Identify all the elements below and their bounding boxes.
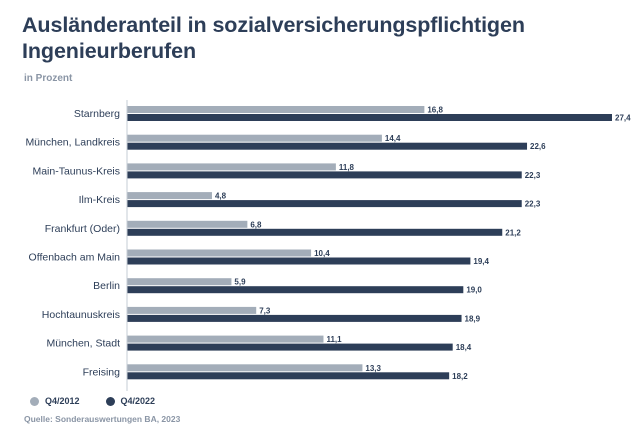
legend-item-q2022: Q4/2022	[105, 396, 156, 406]
value-label-q2012-starnberg: 16,8	[427, 106, 443, 115]
bar-q2022-ilm-kreis	[127, 200, 522, 208]
bar-q2012-main-taunus-kreis	[127, 163, 336, 171]
category-label-offenbach-am-main: Offenbach am Main	[29, 252, 121, 264]
value-label-q2012-berlin: 5,9	[234, 278, 246, 287]
category-label-berlin: Berlin	[93, 280, 120, 292]
legend-label-q2012: Q4/2012	[45, 396, 80, 406]
value-label-q2022-hochtaunuskreis: 18,9	[465, 314, 481, 323]
bar-q2012-hochtaunuskreis	[127, 306, 257, 314]
category-label-starnberg: Starnberg	[74, 108, 120, 120]
value-label-q2022-offenbach-am-main: 19,4	[473, 257, 489, 266]
value-label-q2022-münchen-landkreis: 22,6	[530, 142, 546, 151]
value-label-q2022-frankfurt-oder: 21,2	[505, 228, 521, 237]
legend-item-q2012: Q4/2012	[30, 396, 80, 406]
bar-q2012-freising	[127, 364, 363, 372]
category-label-münchen-landkreis: München, Landkreis	[25, 137, 120, 149]
bar-q2012-starnberg	[127, 106, 425, 113]
bar-q2012-offenbach-am-main	[127, 249, 312, 257]
bar-q2012-ilm-kreis	[127, 192, 212, 200]
value-label-q2022-ilm-kreis: 22,3	[525, 200, 541, 209]
bar-q2012-berlin	[127, 278, 232, 286]
legend: Q4/2012 Q4/2022	[30, 396, 181, 406]
bar-q2012-münchen-landkreis	[127, 134, 382, 142]
source-note: Quelle: Sonderauswertungen BA, 2023	[24, 414, 181, 424]
category-label-frankfurt-oder: Frankfurt (Oder)	[45, 223, 120, 235]
bar-q2022-starnberg	[127, 114, 612, 121]
value-label-q2012-münchen-stadt: 11,1	[326, 335, 342, 344]
bar-q2012-frankfurt-oder	[127, 220, 248, 228]
category-label-freising: Freising	[83, 366, 121, 378]
chart-title: Ausländeranteil in sozialversicherungspf…	[22, 13, 525, 63]
category-label-ilm-kreis: Ilm-Kreis	[79, 194, 120, 206]
bar-q2022-hochtaunuskreis	[127, 314, 462, 322]
category-label-münchen-stadt: München, Stadt	[46, 338, 120, 350]
legend-label-q2022: Q4/2022	[120, 396, 156, 406]
value-label-q2022-münchen-stadt: 18,4	[456, 343, 472, 352]
value-label-q2012-freising: 13,3	[365, 364, 381, 373]
value-label-q2012-offenbach-am-main: 10,4	[314, 249, 330, 258]
bar-q2022-offenbach-am-main	[127, 257, 471, 265]
bar-q2022-münchen-landkreis	[127, 142, 528, 150]
value-label-q2022-starnberg: 27,4	[615, 114, 631, 123]
bar-q2012-münchen-stadt	[127, 335, 324, 343]
value-label-q2012-münchen-landkreis: 14,4	[385, 134, 401, 143]
category-label-hochtaunuskreis: Hochtaunuskreis	[42, 309, 120, 321]
chart-subtitle: in Prozent	[24, 73, 73, 84]
bar-q2022-main-taunus-kreis	[127, 171, 522, 179]
value-label-q2012-ilm-kreis: 4,8	[215, 192, 227, 201]
value-label-q2022-freising: 18,2	[452, 372, 468, 381]
legend-swatch-q2012	[30, 396, 39, 406]
value-label-q2012-main-taunus-kreis: 11,8	[339, 163, 355, 172]
legend-swatch-q2022	[105, 396, 115, 406]
value-label-q2012-frankfurt-oder: 6,8	[250, 220, 262, 229]
bar-q2022-frankfurt-oder	[127, 228, 503, 236]
bar-q2022-freising	[127, 372, 450, 380]
bar-q2022-münchen-stadt	[127, 343, 453, 351]
value-label-q2012-hochtaunuskreis: 7,3	[259, 306, 271, 315]
value-label-q2022-berlin: 19,0	[466, 286, 482, 295]
bar-q2022-berlin	[127, 286, 464, 294]
category-label-main-taunus-kreis: Main-Taunus-Kreis	[32, 165, 120, 177]
value-label-q2022-main-taunus-kreis: 22,3	[525, 171, 541, 180]
